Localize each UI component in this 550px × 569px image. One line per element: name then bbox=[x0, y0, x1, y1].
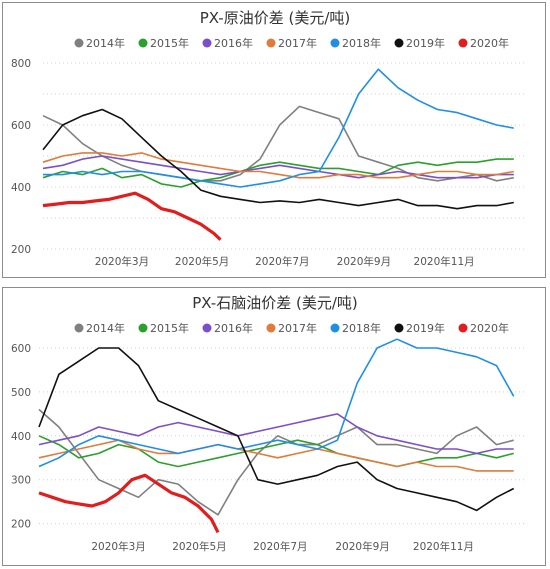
x-tick-label: 2020年7月 bbox=[253, 540, 307, 553]
series-line-2014年 bbox=[42, 105, 514, 182]
legend-label: 2017年 bbox=[278, 36, 317, 50]
series-line-2018年 bbox=[38, 338, 515, 468]
legend-label: 2018年 bbox=[342, 321, 381, 335]
legend-marker bbox=[138, 38, 148, 48]
legend-label: 2014年 bbox=[86, 36, 125, 50]
legend-marker bbox=[266, 323, 276, 333]
x-tick-label: 2020年3月 bbox=[95, 255, 149, 268]
legend-label: 2016年 bbox=[214, 321, 253, 335]
series-line-2015年 bbox=[42, 158, 514, 188]
legend-marker bbox=[330, 323, 340, 333]
x-tick-label: 2020年11月 bbox=[414, 255, 475, 268]
y-tick-label: 200 bbox=[11, 519, 31, 531]
legend-marker bbox=[458, 323, 468, 333]
y-tick-label: 200 bbox=[11, 244, 31, 256]
chart-panel-px-naphtha: PX-石脑油价差 (美元/吨) 2014年 2015年 2016年 2017年 2018… bbox=[2, 287, 546, 566]
chart-title: PX-石脑油价差 (美元/吨) bbox=[192, 294, 358, 312]
legend-marker bbox=[458, 38, 468, 48]
legend-marker bbox=[74, 38, 84, 48]
x-tick-label: 2020年9月 bbox=[335, 540, 389, 553]
legend-label: 2020年 bbox=[470, 36, 509, 50]
legend-marker bbox=[74, 323, 84, 333]
legend-marker bbox=[202, 38, 212, 48]
series-line-2019年 bbox=[38, 347, 515, 512]
series-line-2020年 bbox=[38, 473, 220, 534]
series-line-2015年 bbox=[38, 435, 514, 468]
legend-label: 2015年 bbox=[150, 321, 189, 335]
legend-label: 2014年 bbox=[86, 321, 125, 335]
y-tick-label: 400 bbox=[11, 182, 31, 194]
x-tick-label: 2020年3月 bbox=[91, 540, 145, 553]
x-tick-label: 2020年7月 bbox=[255, 255, 309, 268]
y-tick-label: 400 bbox=[11, 431, 31, 443]
x-tick-label: 2020年5月 bbox=[172, 540, 226, 553]
chart-panel-px-crude: PX-原油价差 (美元/吨) 2014年 2015年 2016年 2017年 2018年… bbox=[2, 2, 546, 278]
series-line-2018年 bbox=[43, 68, 514, 188]
y-tick-label: 800 bbox=[11, 58, 31, 70]
legend-marker bbox=[394, 323, 404, 333]
y-tick-label: 600 bbox=[11, 120, 31, 132]
y-tick-label: 300 bbox=[11, 475, 31, 487]
series-line-2019年 bbox=[42, 108, 514, 210]
legend-marker bbox=[202, 323, 212, 333]
legend-label: 2017年 bbox=[278, 321, 317, 335]
legend-marker bbox=[138, 323, 148, 333]
x-tick-label: 2020年11月 bbox=[413, 540, 474, 553]
series-line-2014年 bbox=[38, 408, 514, 516]
x-tick-label: 2020年9月 bbox=[337, 255, 391, 268]
legend-marker bbox=[330, 38, 340, 48]
series-line-2016年 bbox=[38, 413, 514, 455]
legend-label: 2019年 bbox=[406, 36, 445, 50]
legend-marker bbox=[394, 38, 404, 48]
legend-label: 2020年 bbox=[470, 321, 509, 335]
series-line-2017年 bbox=[42, 152, 514, 179]
series-line-2020年 bbox=[42, 191, 222, 241]
y-tick-label: 600 bbox=[11, 343, 31, 355]
x-tick-label: 2020年5月 bbox=[175, 255, 229, 268]
series-line-2016年 bbox=[42, 155, 514, 179]
y-tick-label: 500 bbox=[11, 387, 31, 399]
legend-label: 2015年 bbox=[150, 36, 189, 50]
chart-title: PX-原油价差 (美元/吨) bbox=[200, 9, 351, 27]
chart-px-crude: PX-原油价差 (美元/吨) 2014年 2015年 2016年 2017年 2018年… bbox=[11, 9, 527, 268]
legend-label: 2019年 bbox=[406, 321, 445, 335]
legend: 2014年 2015年 2016年 2017年 2018年 2019年 2020年 bbox=[74, 36, 509, 50]
legend: 2014年 2015年 2016年 2017年 2018年 2019年 2020年 bbox=[74, 321, 509, 335]
legend-marker bbox=[266, 38, 276, 48]
legend-label: 2016年 bbox=[214, 36, 253, 50]
chart-px-naphtha: PX-石脑油价差 (美元/吨) 2014年 2015年 2016年 2017年 2018… bbox=[11, 294, 527, 553]
legend-label: 2018年 bbox=[342, 36, 381, 50]
